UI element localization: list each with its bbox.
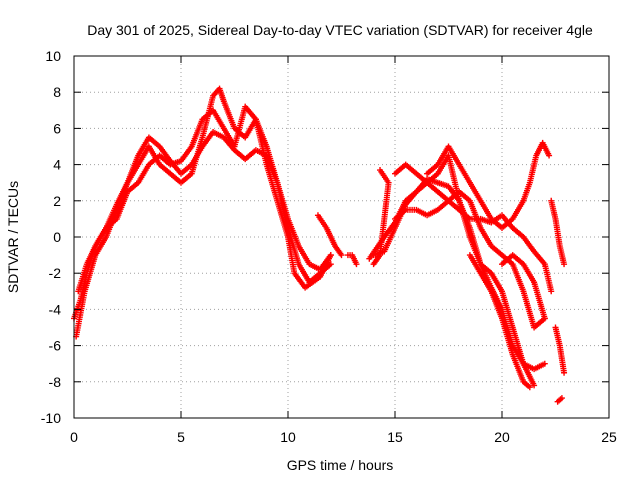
y-tick-label: -8 [49, 374, 62, 390]
x-tick-label: 5 [177, 429, 185, 445]
y-tick-label: 6 [53, 120, 61, 136]
x-tick-label: 20 [494, 429, 510, 445]
y-tick-label: 8 [53, 84, 61, 100]
data-point [561, 369, 568, 376]
series-track [548, 197, 568, 268]
series-track [520, 139, 553, 204]
series-track [392, 188, 548, 331]
series-track [554, 395, 565, 405]
data-point [541, 315, 548, 322]
x-tick-label: 25 [601, 429, 617, 445]
series-track [552, 324, 568, 376]
y-axis-label: SDTVAR / TECUs [5, 181, 21, 293]
series-track [314, 212, 345, 259]
data-point [327, 252, 334, 259]
x-tick-label: 15 [387, 429, 403, 445]
x-tick-label: 0 [70, 429, 78, 445]
data-point [561, 261, 568, 268]
data-point [541, 360, 548, 367]
data-point [353, 261, 360, 268]
series-track [75, 103, 334, 295]
y-tick-label: 10 [45, 48, 61, 64]
data-point [338, 252, 345, 259]
data-point [526, 384, 533, 391]
series-track [344, 252, 360, 268]
y-tick-label: 4 [53, 157, 61, 173]
chart-title: Day 301 of 2025, Sidereal Day-to-day VTE… [87, 22, 593, 38]
series-track [424, 143, 527, 231]
y-tick-label: -6 [49, 338, 62, 354]
y-tick-label: -2 [49, 265, 62, 281]
data-point [548, 288, 555, 295]
data-point [377, 167, 384, 174]
y-tick-label: -4 [49, 301, 62, 317]
y-tick-label: -10 [41, 410, 61, 426]
x-axis-label: GPS time / hours [287, 457, 394, 473]
y-tick-label: 0 [53, 229, 61, 245]
x-tick-label: 10 [280, 429, 296, 445]
series-track [466, 252, 533, 391]
data-point [546, 152, 553, 159]
data-points [71, 85, 568, 405]
data-point [531, 382, 538, 389]
series-track [370, 176, 538, 389]
series-track [499, 252, 548, 322]
data-point [558, 395, 565, 402]
y-tick-label: 2 [53, 193, 61, 209]
axis-ticks: -10 -8 -6 -4 -2 0 2 4 6 8 10 0 5 10 15 20 25 [41, 48, 617, 445]
